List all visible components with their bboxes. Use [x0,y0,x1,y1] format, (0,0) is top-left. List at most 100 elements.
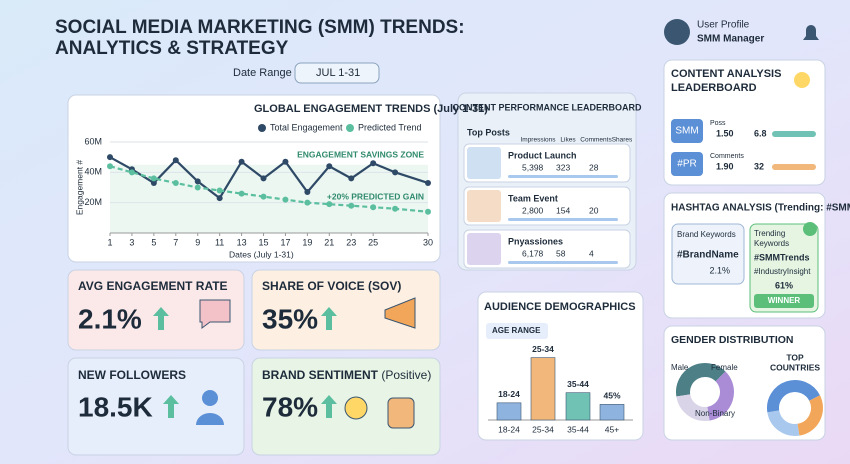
bar-track [508,218,618,221]
card-label: BRAND SENTIMENT (Positive) [262,368,431,382]
annotation: +20% PREDICTED GAIN [327,191,424,201]
donut-segment [676,393,710,421]
series-point [326,201,333,208]
trending-tag: #SMMTrends [754,252,810,262]
post-metric: 58 [556,248,566,258]
row-bg [463,229,631,269]
legend-label: Total Engagement [270,122,343,132]
winner-badge [754,294,814,308]
brand-box [671,223,745,285]
chart-title: AUDIENCE DEMOGRAPHICS [484,301,636,313]
winner-label: WINNER [768,296,801,305]
series-point [348,202,355,209]
chart-title: COUNTRIES [770,362,820,372]
series-point [194,178,201,185]
card-qualifier: (Positive) [381,368,431,382]
trending-box [749,223,819,313]
card [67,269,245,351]
megaphone-icon [384,297,416,329]
x-tick-label: 3 [129,237,134,247]
segment-label: Female [711,363,738,372]
series-point [150,175,157,182]
card-label: BRAND SENTIMENT [262,368,379,382]
series-point [238,190,245,197]
chart-title: GENDER DISTRIBUTION [671,334,794,346]
post-name: Product Launch [508,150,577,160]
row-bg [463,186,631,226]
series-point [392,169,399,176]
tag: SMM [675,126,698,137]
card-value: 18.5K [78,391,153,422]
date-picker[interactable] [294,62,380,84]
brand-label: Brand Keywords [677,230,736,239]
series-point [107,154,113,161]
date-label: Date Range [233,67,292,79]
metric: Poss [710,120,726,127]
chart-title: TOP [786,352,804,362]
series-point [425,208,431,215]
up-arrow [321,395,337,418]
bar [565,392,591,421]
bar-label: 35-44 [567,379,589,389]
series-point [172,179,179,186]
series-point [425,179,431,186]
thumbnail [467,233,501,265]
x-tick-label: 13 [237,237,247,247]
bar-track [508,261,618,264]
series-point [216,187,223,194]
x-tick-label: 30 [423,237,433,247]
score: 1.90 [716,161,734,171]
card-label: AVG ENGAGEMENT RATE [78,279,228,293]
series-point [194,184,201,191]
post-metric: 323 [556,162,570,172]
post-name: Pnyassiones [508,236,563,246]
x-tick-label: 35-44 [567,424,589,434]
card-label: SHARE OF VOICE (SOV) [262,279,401,293]
title: SOCIAL MEDIA MARKETING (SMM) TRENDS: [55,17,465,38]
avatar[interactable] [664,19,690,45]
chart-subtitle: AGE RANGE [492,326,541,335]
x-tick-label: 45+ [605,424,619,434]
series-point [304,199,311,206]
post-metric: 28 [589,162,599,172]
bar [530,357,556,421]
user-icon [196,413,224,425]
savings-zone [110,164,428,233]
count: 32 [754,161,764,171]
brand-value: 2.1% [709,265,730,275]
smile-icon [344,396,368,420]
post-name: Team Event [508,193,558,203]
row-bg [463,143,631,183]
score: 1.50 [716,128,734,138]
legend-swatch [346,124,354,132]
series-point [282,158,289,165]
series-point [260,193,267,200]
chat-icon [199,299,231,329]
series-point [392,205,399,212]
card [67,357,245,456]
panel-title: CONTENT PERFORMANCE LEADERBOARD [453,102,643,112]
x-tick-label: 25-34 [532,424,554,434]
post-metric: 2,800 [522,205,544,215]
bar-label: 25-34 [532,344,554,354]
legend-swatch [258,124,266,132]
bar-track [772,131,816,137]
trending-tag: #IndustryInsight [754,267,811,276]
post-metric: 20 [589,205,599,215]
bar-track [508,175,618,178]
series-point [216,195,223,202]
card-label: NEW FOLLOWERS [78,368,186,382]
column-header: Shares [612,137,633,144]
bell-icon[interactable] [803,25,819,40]
card [251,269,441,351]
x-tick-label: 18-24 [498,424,520,434]
series-point [326,163,333,170]
x-tick-label: 23 [346,237,356,247]
panel-subtitle: Top Posts [467,127,510,137]
series-point [260,175,267,182]
check-icon [803,222,817,236]
segment-label: Male [671,363,689,372]
content-analysis-panel [663,59,826,186]
